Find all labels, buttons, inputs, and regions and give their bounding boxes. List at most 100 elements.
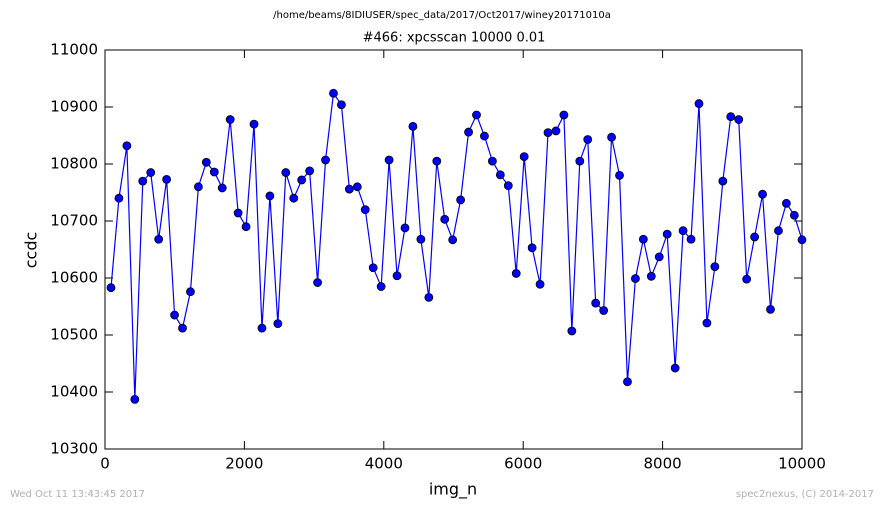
- data-point: [774, 226, 783, 236]
- data-point: [567, 326, 577, 336]
- data-point: [146, 168, 156, 177]
- data-point: [742, 274, 752, 284]
- x-tick-label: 4000: [365, 455, 403, 473]
- data-point: [138, 176, 148, 186]
- data-line: [110, 91, 803, 400]
- data-point: [321, 155, 330, 165]
- footer-left: Wed Oct 11 13:43:45 2017: [10, 489, 145, 500]
- data-point: [503, 181, 513, 191]
- data-point: [178, 323, 187, 333]
- data-point: [718, 176, 728, 186]
- data-point: [495, 170, 505, 180]
- chart-title: #466: xpcsscan 10000 0.01: [363, 31, 546, 46]
- data-point: [726, 112, 736, 122]
- data-point: [193, 182, 203, 192]
- data-point: [797, 235, 807, 245]
- data-point: [352, 182, 362, 192]
- y-axis-label: ccdc: [22, 232, 41, 269]
- data-point: [591, 298, 601, 308]
- y-tick-label: 10900: [50, 98, 98, 116]
- data-point: [686, 234, 696, 244]
- data-point: [329, 88, 338, 98]
- data-point: [186, 287, 195, 297]
- data-point: [305, 166, 315, 176]
- y-tick-label: 10800: [50, 155, 98, 173]
- data-point: [170, 310, 179, 320]
- y-tick-label: 11000: [50, 41, 98, 59]
- x-tick-label: 6000: [504, 455, 542, 473]
- data-point: [535, 279, 545, 289]
- data-point: [257, 323, 267, 333]
- data-point: [408, 121, 418, 131]
- data-point: [368, 263, 378, 273]
- data-point: [360, 205, 370, 215]
- data-point: [114, 193, 124, 203]
- data-point: [670, 363, 680, 373]
- data-point: [456, 195, 466, 205]
- data-point: [416, 234, 426, 244]
- data-point: [209, 167, 219, 177]
- data-point: [241, 222, 251, 232]
- y-tick-label: 10500: [50, 326, 98, 344]
- data-point: [249, 119, 259, 129]
- suptitle: /home/beams/8IDIUSER/spec_data/2017/Oct2…: [273, 10, 611, 21]
- data-point: [638, 234, 648, 244]
- data-point: [154, 234, 164, 244]
- data-point: [384, 155, 394, 165]
- data-point: [615, 170, 624, 180]
- y-tick-label: 10700: [50, 212, 98, 230]
- data-point: [599, 306, 609, 315]
- data-point: [201, 157, 211, 167]
- data-point: [623, 377, 632, 387]
- data-point: [392, 271, 402, 281]
- data-point: [789, 210, 799, 220]
- data-point: [575, 156, 585, 166]
- data-point: [559, 110, 569, 120]
- data-point: [758, 189, 767, 199]
- data-point: [217, 183, 227, 193]
- data-point: [734, 115, 744, 124]
- data-point: [551, 126, 561, 136]
- data-point: [273, 319, 283, 329]
- data-point: [511, 269, 521, 278]
- data-point: [583, 135, 593, 144]
- data-point: [710, 262, 720, 272]
- footer-right: spec2nexus, (C) 2014-2017: [736, 489, 874, 500]
- data-point: [448, 235, 458, 245]
- x-axis-label: img_n: [429, 480, 477, 500]
- x-tick-label: 2000: [225, 455, 263, 473]
- data-point: [162, 174, 172, 184]
- data-point: [313, 278, 322, 287]
- data-point: [344, 184, 354, 194]
- data-point: [424, 292, 434, 302]
- data-point: [694, 99, 704, 108]
- data-point: [225, 115, 235, 124]
- data-point: [519, 152, 529, 161]
- data-point: [678, 226, 688, 236]
- data-point: [472, 110, 481, 120]
- data-point: [464, 127, 473, 137]
- data-point: [130, 395, 140, 404]
- data-point: [654, 252, 664, 262]
- data-point: [487, 156, 497, 166]
- data-point: [781, 198, 791, 208]
- data-point: [646, 271, 656, 281]
- data-point: [702, 318, 712, 328]
- data-point: [440, 214, 450, 224]
- data-point: [281, 168, 291, 177]
- y-tick-label: 10400: [50, 383, 98, 401]
- data-point: [106, 283, 116, 293]
- y-tick-label: 10600: [50, 269, 98, 287]
- x-tick-label: 10000: [778, 455, 826, 473]
- data-point: [265, 191, 275, 201]
- data-point: [480, 131, 489, 141]
- data-point: [662, 229, 672, 239]
- data-point: [750, 232, 760, 242]
- data-point: [400, 223, 410, 233]
- data-point: [289, 193, 299, 203]
- data-point: [631, 274, 640, 283]
- data-point: [297, 175, 307, 185]
- data-point: [527, 243, 537, 253]
- plot-frame: [104, 49, 803, 450]
